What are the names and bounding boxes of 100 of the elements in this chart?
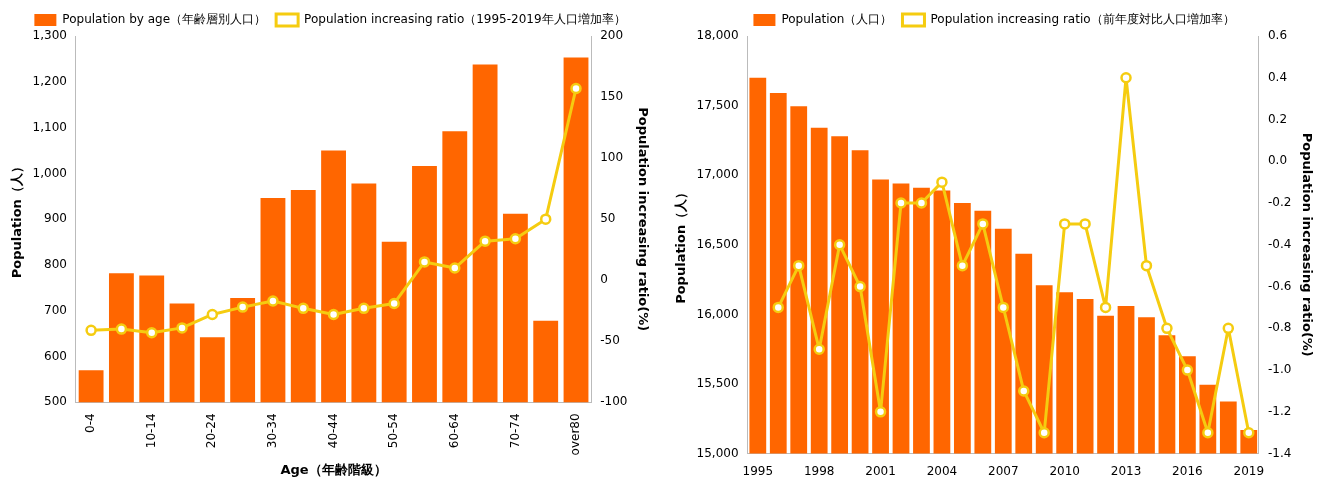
y-tick-label: 18,000 — [696, 28, 739, 43]
point — [936, 176, 948, 188]
point — [915, 197, 928, 209]
y-tick-label: 500 — [44, 394, 67, 409]
x-tick-label: 2004 — [926, 463, 958, 478]
y-tick-label: 1,200 — [32, 73, 67, 88]
point — [85, 324, 97, 337]
y2-tick-label: -0.6 — [1267, 278, 1292, 293]
point — [772, 301, 785, 314]
y-tick-label: 15,500 — [696, 376, 739, 391]
point — [1140, 259, 1153, 272]
x-axis-title: Age（年齢階級） — [280, 461, 387, 477]
x-tick-label: 2019 — [1233, 463, 1265, 478]
point — [1243, 426, 1255, 439]
y-tick-label: 1,300 — [32, 28, 67, 43]
x-tick-label: 30-34 — [265, 413, 280, 449]
y2-tick-label: -50 — [600, 333, 620, 348]
legend-label: Population by age（年齢層別人口） — [62, 12, 267, 27]
y2-tick-label: 0.4 — [1267, 69, 1288, 84]
y-tick-label: 16,000 — [696, 306, 739, 321]
y2-tick-label: 0 — [600, 272, 608, 287]
x-tick-label: 1998 — [803, 463, 835, 478]
y2-tick-label: -1.2 — [1267, 403, 1292, 418]
y-axis-title: Population（人） — [673, 185, 689, 304]
y2-tick-label: 0.0 — [1267, 153, 1288, 168]
point — [1120, 72, 1132, 84]
x-tick-label: 70-74 — [507, 413, 522, 449]
point — [813, 343, 825, 355]
x-tick-label: 40-44 — [325, 413, 340, 449]
point — [509, 232, 522, 245]
point — [1079, 218, 1091, 230]
y-tick-label: 700 — [44, 302, 67, 317]
y-tick-label: 16,500 — [696, 236, 739, 251]
legend-label: Population increasing ratio（1995-2019年人口増加率） — [304, 12, 626, 27]
y2-tick-label: -1.0 — [1267, 362, 1292, 377]
x-tick-label: 10-14 — [143, 413, 158, 449]
x-tick-label: 0-4 — [83, 413, 98, 433]
x-tick-label: 2016 — [1172, 463, 1203, 478]
point — [206, 308, 219, 321]
point — [874, 406, 887, 418]
y-tick-label: 15,000 — [696, 445, 739, 460]
x-tick-label: over80 — [568, 413, 583, 456]
point — [1181, 364, 1194, 376]
y2-axis-title: Population increasing ratio(%) — [1299, 132, 1315, 357]
y2-tick-label: -0.2 — [1267, 195, 1292, 210]
y-tick-label: 17,000 — [696, 167, 739, 182]
point — [479, 235, 491, 247]
y2-tick-label: -1.4 — [1267, 445, 1292, 460]
x-tick-label: 1995 — [742, 463, 774, 478]
x-tick-label: 2007 — [988, 463, 1019, 478]
y2-tick-label: -0.8 — [1267, 320, 1292, 335]
point — [956, 259, 969, 272]
legend-label: Population increasing ratio（前年度対比人口増加率） — [930, 12, 1235, 27]
point — [449, 262, 461, 274]
point — [539, 213, 552, 225]
point — [792, 259, 805, 272]
y-tick-label: 1,100 — [32, 119, 67, 134]
y-tick-label: 1,000 — [32, 165, 67, 180]
x-tick-label: 20-24 — [204, 413, 219, 449]
y2-tick-label: -100 — [600, 394, 628, 409]
point — [1017, 385, 1030, 397]
point — [1099, 301, 1112, 314]
y-tick-label: 17,500 — [696, 97, 739, 112]
legend-label: Population（人口） — [781, 12, 893, 27]
y2-tick-label: 100 — [600, 150, 624, 165]
x-tick-label: 50-54 — [386, 413, 401, 449]
point — [1161, 322, 1173, 335]
point — [267, 295, 279, 307]
y2-axis-title: Population increasing ratio(%) — [635, 107, 651, 332]
point — [145, 327, 158, 339]
point — [176, 322, 188, 334]
x-tick-label: 2010 — [1049, 463, 1080, 478]
y2-tick-label: 0.2 — [1267, 111, 1288, 126]
y2-tick-label: 200 — [600, 28, 624, 43]
point — [1058, 218, 1071, 230]
point — [297, 302, 309, 315]
y2-tick-label: 0.6 — [1267, 28, 1288, 43]
point — [418, 256, 431, 268]
point — [854, 280, 866, 293]
point — [977, 218, 989, 230]
point — [1222, 322, 1235, 335]
point — [833, 239, 846, 251]
point — [895, 197, 907, 209]
y2-tick-label: -0.4 — [1267, 236, 1292, 251]
point — [327, 308, 340, 321]
point — [115, 323, 128, 335]
point — [388, 297, 400, 310]
y-tick-label: 900 — [44, 211, 67, 226]
point — [997, 301, 1010, 314]
y-tick-label: 600 — [44, 348, 67, 363]
point — [236, 301, 249, 313]
y-tick-label: 800 — [44, 257, 67, 272]
point — [358, 302, 370, 315]
y2-tick-label: 50 — [600, 211, 616, 226]
x-tick-label: 60-64 — [446, 413, 461, 449]
x-tick-label: 2001 — [865, 463, 896, 478]
y-axis-title: Population（人） — [9, 160, 25, 279]
point — [1038, 426, 1050, 439]
y2-tick-label: 150 — [600, 89, 624, 104]
point — [1202, 426, 1214, 439]
